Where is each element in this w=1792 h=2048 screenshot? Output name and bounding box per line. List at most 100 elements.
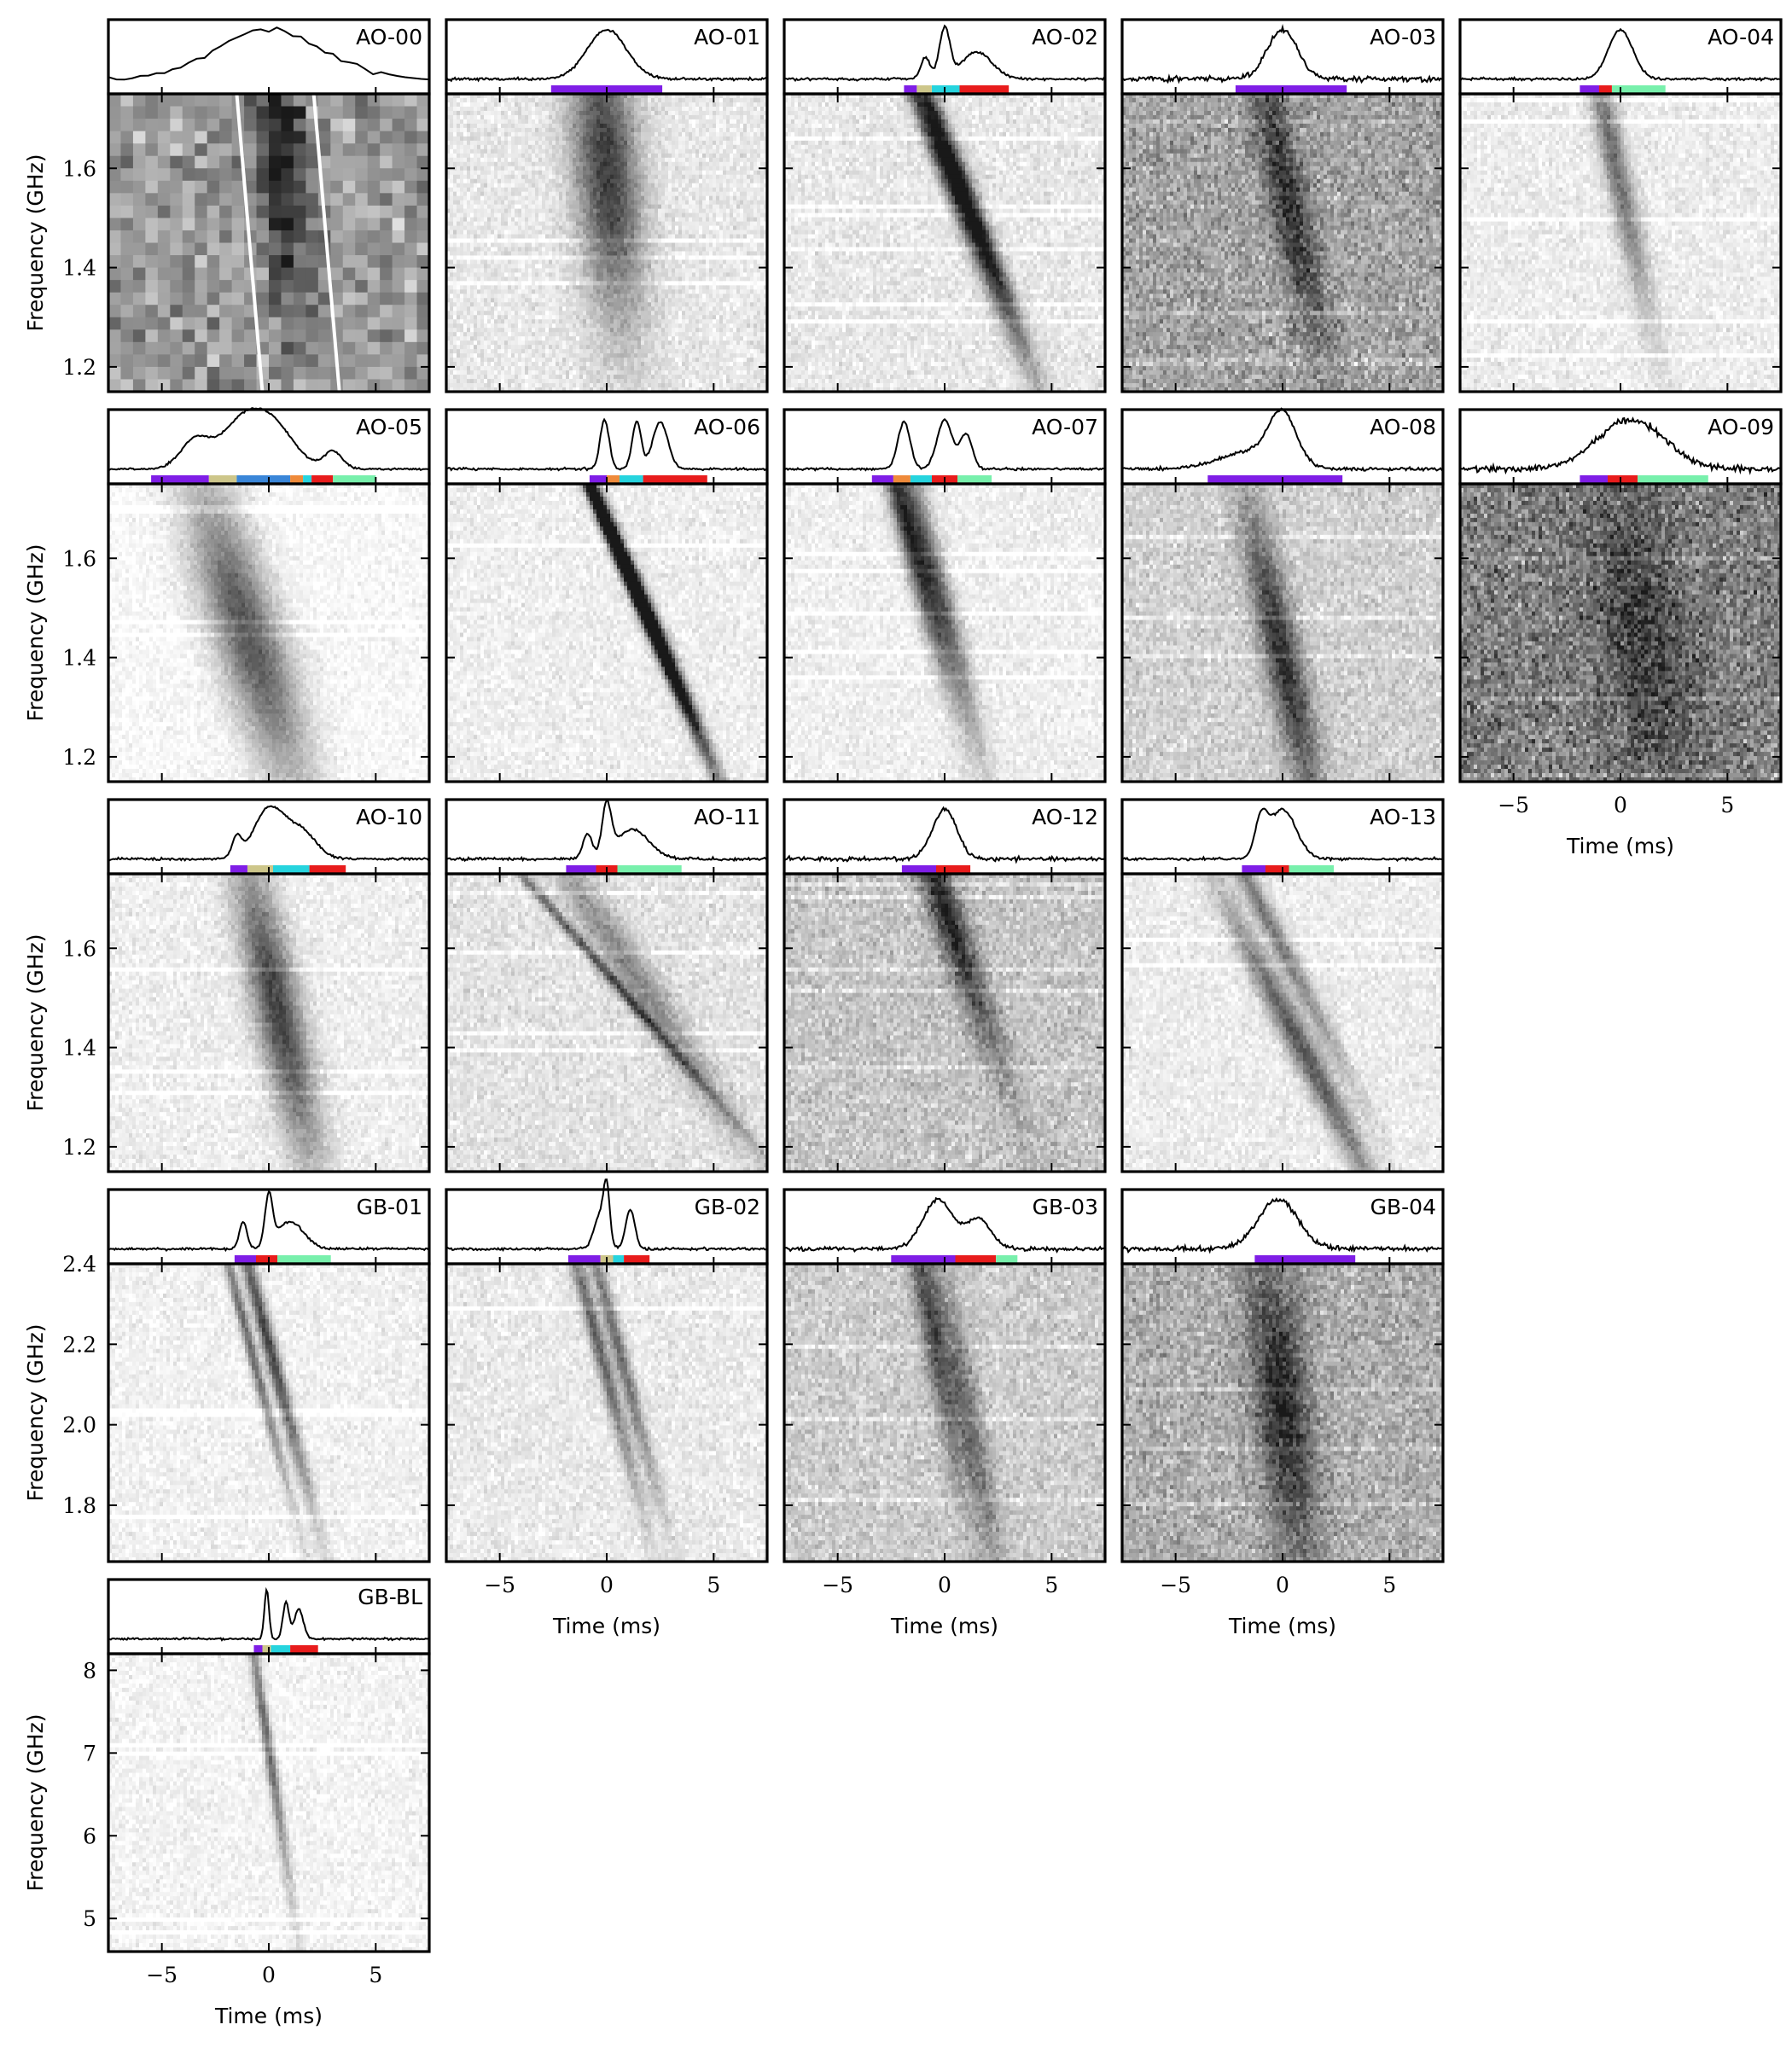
- dynamic-spectrum: [446, 94, 768, 393]
- y-tick-label: 8: [83, 1658, 96, 1683]
- dynamic-spectrum: [108, 874, 430, 1172]
- y-tick-label: 1.2: [62, 1135, 96, 1160]
- panel-gb-bl: GB-BL −5 0 5 Time (ms) 5 6 7 8 Frequency (GHz): [23, 1580, 430, 2028]
- x-tick-label: 5: [707, 1573, 720, 1597]
- x-axis-label: Time (ms): [552, 1614, 660, 1638]
- y-axis-label: Frequency (GHz): [23, 1714, 48, 1892]
- panel-title: AO-02: [1032, 25, 1098, 49]
- panel-title: AO-07: [1032, 415, 1098, 439]
- panel-ao-08: AO-08: [1122, 409, 1444, 783]
- panel-title: AO-11: [694, 805, 760, 829]
- y-axis-label: Frequency (GHz): [23, 154, 48, 332]
- dynamic-spectrum: [446, 874, 768, 1172]
- dynamic-spectrum: [784, 484, 1106, 783]
- dynamic-spectrum: [108, 1654, 430, 1952]
- y-tick-label: 1.6: [62, 156, 96, 181]
- panel-ao-12: AO-12: [784, 800, 1106, 1172]
- dynamic-spectrum: [446, 484, 768, 783]
- panel-ao-09: AO-09 −5 0 5 Time (ms): [1460, 410, 1782, 858]
- y-tick-label: 1.6: [62, 936, 96, 961]
- dynamic-spectrum: [108, 1264, 430, 1562]
- dynamic-spectrum: [446, 1264, 768, 1562]
- dynamic-spectrum: [784, 94, 1106, 393]
- x-axis-label: Time (ms): [214, 2004, 323, 2028]
- y-tick-label: 2.0: [62, 1413, 96, 1438]
- dynamic-spectrum: [1122, 484, 1444, 783]
- panel-title: GB-02: [695, 1195, 760, 1219]
- dynamic-spectrum: [1122, 874, 1444, 1172]
- dynamic-spectrum: [108, 484, 430, 783]
- panel-title: AO-03: [1370, 25, 1436, 49]
- x-axis-label: Time (ms): [890, 1614, 998, 1638]
- panel-title: AO-01: [694, 25, 760, 49]
- panel-title: AO-12: [1032, 805, 1098, 829]
- panel-title: GB-01: [357, 1195, 422, 1219]
- y-tick-label: 5: [83, 1906, 96, 1931]
- panel-ao-07: AO-07: [784, 410, 1106, 783]
- x-tick-label: −5: [822, 1573, 853, 1597]
- dynamic-spectrum: [1460, 484, 1782, 783]
- dynamic-spectrum: [784, 1264, 1106, 1562]
- y-tick-label: 1.2: [62, 745, 96, 770]
- x-tick-label: 5: [369, 1963, 382, 1987]
- panel-title: AO-00: [356, 25, 422, 49]
- panel-title: AO-10: [356, 805, 422, 829]
- y-tick-label: 1.6: [62, 546, 96, 571]
- panel-title: AO-06: [694, 415, 760, 439]
- y-tick-label: 1.8: [62, 1493, 96, 1518]
- y-tick-label: 6: [83, 1824, 96, 1848]
- x-tick-label: −5: [146, 1963, 177, 1987]
- y-tick-label: 2.2: [62, 1332, 96, 1357]
- panel-gb-01: GB-01 1.8 2.0 2.2 2.4 Frequency (GHz): [23, 1190, 430, 1562]
- panel-title: AO-13: [1370, 805, 1436, 829]
- pulse-profile: [446, 1179, 767, 1264]
- panel-title: AO-04: [1708, 25, 1774, 49]
- dynamic-spectrum: [108, 94, 430, 393]
- dynamic-spectrum: [784, 874, 1106, 1172]
- panel-ao-06: AO-06: [446, 410, 768, 783]
- panel-title: GB-04: [1370, 1195, 1436, 1219]
- panel-ao-00: AO-00 1.2 1.4 1.6 Frequency (GHz): [23, 20, 430, 393]
- x-tick-label: 5: [1720, 793, 1734, 817]
- panel-gb-02: GB-02 −5 0 5 Time (ms): [446, 1179, 768, 1638]
- panel-gb-03: GB-03 −5 0 5 Time (ms): [784, 1190, 1106, 1638]
- dynamic-spectrum: [1122, 94, 1444, 393]
- panel-ao-10: AO-10 1.2 1.4 1.6 Frequency (GHz): [23, 800, 430, 1172]
- panel-gb-04: GB-04 −5 0 5 Time (ms): [1122, 1190, 1444, 1638]
- x-tick-label: −5: [1498, 793, 1529, 817]
- panel-ao-02: AO-02: [784, 20, 1106, 393]
- dynamic-spectrum: [1122, 1264, 1444, 1562]
- panel-title: AO-08: [1370, 415, 1436, 439]
- x-tick-label: 5: [1044, 1573, 1058, 1597]
- dynamic-spectrum: [1460, 94, 1782, 393]
- x-tick-label: 5: [1382, 1573, 1396, 1597]
- y-axis-label: Frequency (GHz): [23, 934, 48, 1112]
- x-axis-label: Time (ms): [1228, 1614, 1336, 1638]
- y-axis-label: Frequency (GHz): [23, 1324, 48, 1502]
- x-axis-label: Time (ms): [1566, 834, 1674, 858]
- panel-ao-04: AO-04: [1460, 20, 1782, 393]
- y-tick-label: 1.4: [62, 1036, 96, 1061]
- panel-title: AO-09: [1708, 415, 1774, 439]
- panel-title: GB-BL: [358, 1585, 422, 1609]
- x-tick-label: −5: [484, 1573, 515, 1597]
- y-tick-label: 1.2: [62, 355, 96, 380]
- x-tick-label: 0: [262, 1963, 276, 1987]
- panel-ao-03: AO-03: [1122, 20, 1444, 393]
- y-tick-label: 2.4: [62, 1252, 96, 1277]
- x-tick-label: 0: [600, 1573, 614, 1597]
- panel-ao-01: AO-01: [446, 20, 768, 393]
- panel-title: AO-05: [356, 415, 422, 439]
- panel-ao-13: AO-13: [1122, 800, 1444, 1172]
- panel-title: GB-03: [1033, 1195, 1098, 1219]
- x-tick-label: 0: [938, 1573, 951, 1597]
- x-tick-label: −5: [1160, 1573, 1191, 1597]
- x-tick-label: 0: [1614, 793, 1627, 817]
- panel-ao-11: AO-11: [446, 800, 768, 1172]
- y-tick-label: 1.4: [62, 256, 96, 281]
- y-tick-label: 7: [83, 1741, 96, 1766]
- x-tick-label: 0: [1276, 1573, 1289, 1597]
- y-axis-label: Frequency (GHz): [23, 544, 48, 722]
